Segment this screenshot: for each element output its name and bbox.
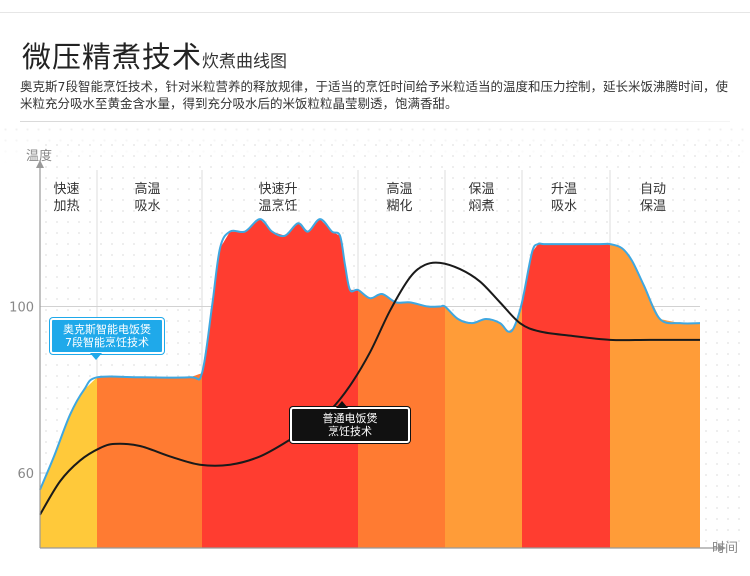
stage-label-4-line2: 焖煮: [468, 199, 494, 214]
stage-bands: [40, 219, 700, 548]
stage-label-4-line1: 保温: [468, 182, 494, 197]
stage-band-4: [445, 302, 522, 548]
stage-label-5-line2: 吸水: [551, 199, 577, 214]
y-axis-label: 温度: [26, 148, 52, 164]
title-main: 微压精煮技术: [22, 40, 203, 74]
stage-label-3-line1: 高温: [386, 181, 412, 197]
top-divider: [0, 12, 750, 13]
description: 奥克斯7段智能烹饪技术，针对米粒营养的释放规律，于适当的烹饪时间给予米粒适当的温…: [20, 79, 728, 111]
callout-blue-line2: 7段智能烹饪技术: [65, 336, 149, 349]
stage-label-2-line1: 快速升: [258, 182, 297, 197]
stage-label-6-line1: 自动: [640, 182, 666, 197]
series-lines: [39, 218, 701, 516]
stage-band-0: [40, 377, 97, 548]
stage-label-0-line1: 快速: [53, 182, 79, 197]
series-line-0: [39, 218, 701, 491]
series-line-1: [39, 261, 701, 516]
callout-blue-line1: 奥克斯智能电饭煲: [63, 323, 151, 336]
y-tick-label-1: 60: [17, 467, 34, 482]
callout-black-line2: 烹饪技术: [328, 425, 372, 438]
stage-band-5: [522, 244, 610, 548]
stage-band-6: [610, 244, 700, 548]
description-divider: [20, 121, 730, 122]
stage-label-5-line1: 升温: [551, 182, 577, 197]
stage-band-1: [97, 373, 202, 548]
callout-ordinary-cooker: 普通电饭煲 烹饪技术: [290, 401, 410, 443]
stage-label-1-line1: 高温: [134, 181, 160, 197]
x-axis-label: 时间: [712, 541, 738, 556]
stage-label-3-line2: 糊化: [386, 198, 412, 214]
stage-band-2: [202, 219, 358, 548]
title-sub: 炊煮曲线图: [202, 52, 288, 72]
page-title: 微压精煮技术炊煮曲线图: [22, 34, 287, 76]
y-tick-label-0: 100: [9, 301, 34, 316]
callout-black-line1: 普通电饭煲: [322, 412, 378, 425]
stage-label-0-line2: 加热: [53, 199, 79, 214]
x-axis-arrow: [718, 544, 726, 552]
stage-label-2-line2: 温烹饪: [258, 199, 297, 214]
callout-aux-smart-cooker: 奥克斯智能电饭煲 7段智能烹饪技术: [50, 318, 164, 360]
stage-label-1-line2: 吸水: [134, 199, 160, 214]
stage-label-6-line2: 保温: [640, 199, 666, 214]
y-axis-arrow: [36, 160, 44, 168]
